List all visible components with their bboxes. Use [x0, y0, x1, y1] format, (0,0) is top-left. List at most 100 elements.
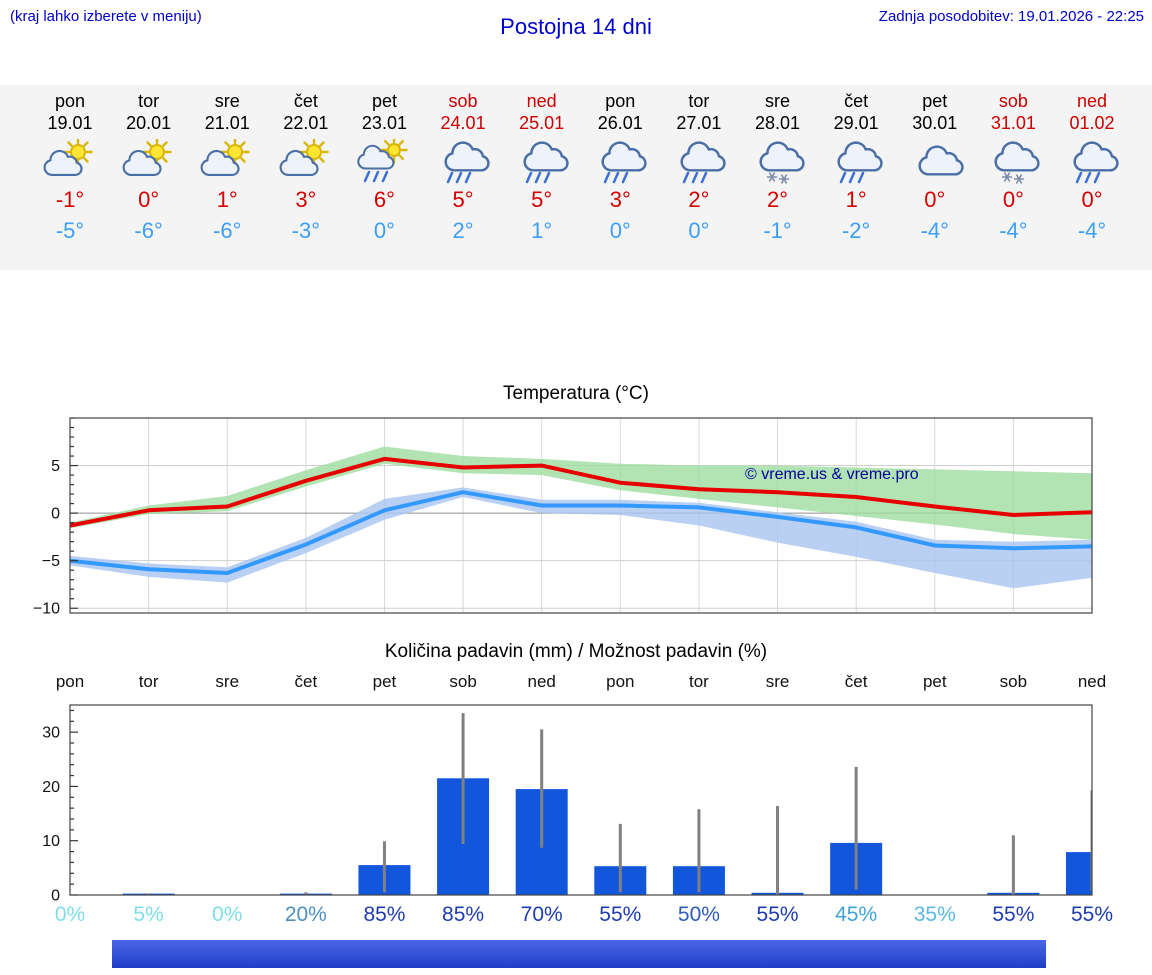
precip-day-label: sob: [449, 672, 476, 691]
day-date: 19.01: [47, 113, 93, 133]
day-name: sre: [214, 91, 240, 111]
day-name: tor: [138, 91, 160, 111]
temp-max-line: [70, 456, 1092, 528]
forecast-day-column: sre 28.01 2° -1°: [737, 85, 819, 244]
day-date: 01.02: [1069, 113, 1115, 133]
precip-day-label: pon: [606, 672, 634, 691]
sun-rain-icon: [357, 139, 409, 183]
day-date: 24.01: [440, 113, 486, 133]
partly-sunny-icon: [122, 139, 172, 176]
precip-axis-label: 30: [42, 725, 60, 742]
day-high-temp: 1°: [845, 187, 867, 212]
precip-day-label: čet: [845, 672, 868, 691]
day-low-temp: 0°: [373, 218, 395, 243]
max-range-band: [70, 446, 1092, 540]
precipitation-chart: pon tor sre čet pet sob ned pon tor sre čet pet sob n…: [0, 663, 1152, 903]
day-name: pet: [922, 91, 948, 111]
day-low-temp: -4°: [1077, 218, 1107, 243]
forecast-day-column: sob 24.01 5° 2°: [422, 85, 504, 244]
forecast-day-column: sre 21.01 1° -6°: [186, 85, 268, 244]
precip-probability: 50%: [677, 903, 720, 926]
day-name: sre: [765, 91, 791, 111]
precip-probability: 55%: [992, 903, 1035, 926]
forecast-day-column: pon 26.01 3° 0°: [579, 85, 661, 244]
precip-axis-label: 20: [42, 779, 60, 796]
forecast-day-column: tor 27.01 2° 0°: [658, 85, 740, 244]
day-date: 26.01: [597, 113, 643, 133]
forecast-day-column: čet 22.01 3° -3°: [265, 85, 347, 244]
precip-day-label: tor: [689, 672, 709, 691]
day-date: 20.01: [126, 113, 172, 133]
watermark: © vreme.us & vreme.pro: [745, 466, 919, 483]
partly-sunny-icon: [43, 139, 93, 176]
day-high-temp: 1°: [216, 187, 238, 212]
temperature-chart-title: Temperatura (°C): [503, 383, 649, 404]
rain-icon: [444, 141, 490, 184]
precip-probability: 45%: [835, 903, 878, 926]
rain-icon: [680, 141, 726, 184]
forecast-day-column: ned 25.01 5° 1°: [501, 85, 583, 244]
day-high-temp: 0°: [138, 187, 160, 212]
precip-probability: 85%: [442, 903, 485, 926]
day-date: 31.01: [990, 113, 1036, 133]
day-low-temp: -2°: [841, 218, 871, 243]
rain-icon: [1073, 141, 1119, 184]
precip-probability: 55%: [599, 903, 642, 926]
day-high-temp: 0°: [924, 187, 946, 212]
day-high-temp: 3°: [295, 187, 317, 212]
forecast-day-column: pon 19.01 -1° -5°: [29, 85, 111, 244]
day-low-temp: -6°: [213, 218, 242, 243]
day-name: ned: [526, 91, 557, 111]
day-high-temp: 0°: [1081, 187, 1103, 212]
day-low-temp: 2°: [452, 218, 474, 243]
forecast-day-column: pet 23.01 6° 0°: [343, 85, 425, 244]
precip-day-label: sob: [1000, 672, 1027, 691]
precip-probability: 35%: [913, 903, 956, 926]
precip-day-label: sre: [766, 672, 790, 691]
day-date: 29.01: [833, 113, 879, 133]
temperature-chart-svg: −10 −5 0 5 © vreme.us & vreme.pro: [33, 417, 1093, 618]
day-low-temp: -1°: [763, 218, 792, 243]
day-low-temp: -5°: [55, 218, 85, 243]
partly-sunny-icon: [279, 139, 329, 176]
temp-axis-label: −5: [42, 553, 60, 570]
day-name: ned: [1076, 91, 1108, 111]
day-date: 22.01: [283, 113, 329, 133]
day-high-temp: 3°: [609, 187, 631, 212]
day-date: 21.01: [204, 113, 250, 133]
day-high-temp: 0°: [1002, 187, 1024, 212]
day-high-temp: 2°: [688, 187, 710, 212]
rain-icon: [523, 141, 569, 184]
day-high-temp: 2°: [767, 187, 789, 212]
forecast-day-column: sob 31.01 0° -4°: [972, 85, 1054, 244]
precip-probability: 0%: [212, 903, 243, 926]
partly-sunny-icon: [200, 139, 250, 176]
forecast-day-column: tor 20.01 0° -6°: [108, 85, 190, 244]
temperature-chart: −10 −5 0 5 © vreme.us & vreme.pro: [0, 410, 1152, 625]
day-date: 27.01: [676, 113, 722, 133]
footer-menu-bar[interactable]: [112, 940, 1046, 968]
cloudy-icon: [918, 145, 964, 176]
precip-chart-title: Količina padavin (mm) / Možnost padavin …: [384, 641, 768, 662]
precip-bar: [1066, 852, 1092, 895]
day-name: sob: [448, 91, 478, 111]
page-title: Postojna 14 dni: [500, 14, 652, 39]
day-low-temp: -3°: [291, 218, 321, 243]
forecast-day-column: pet 30.01 0° -4°: [894, 85, 976, 244]
day-date: 23.01: [361, 113, 407, 133]
snow-icon: [994, 141, 1040, 184]
day-date: 30.01: [912, 113, 958, 133]
day-low-temp: 0°: [609, 218, 631, 243]
day-high-temp: 5°: [452, 187, 474, 212]
precip-probability-row: 0% 5% 0% 20% 85% 85% 70% 55% 50% 55% 45% 35% 55% 55%: [0, 903, 1152, 933]
precipitation-chart-svg: pon tor sre čet pet sob ned pon tor sre čet pet sob n…: [42, 672, 1106, 904]
snow-icon: [758, 141, 805, 184]
day-low-temp: -4°: [920, 218, 949, 243]
forecast-strip: pon 19.01 -1° -5° tor 20.01 0° -6° sre 21.01 1° -6°…: [0, 85, 1152, 270]
precip-axis-label: 0: [51, 888, 60, 904]
precip-probability: 5%: [133, 903, 164, 926]
precip-probability: 70%: [520, 903, 563, 926]
temp-axis-label: 5: [51, 458, 60, 475]
temp-min-line: [70, 490, 1092, 575]
day-date: 25.01: [519, 113, 565, 133]
